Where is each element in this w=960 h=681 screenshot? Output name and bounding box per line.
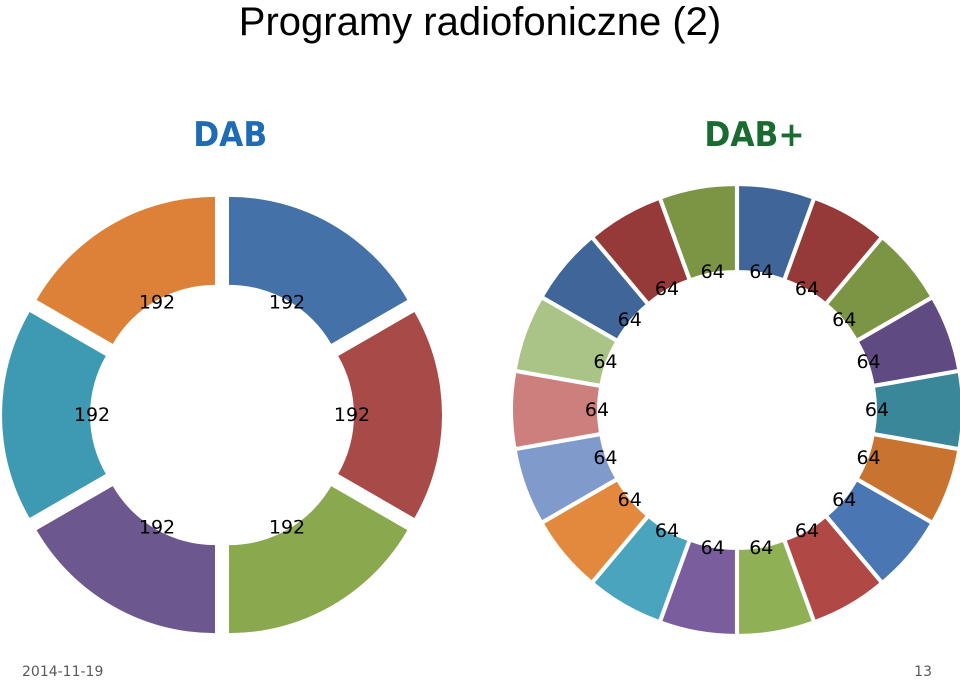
footer-page-number: 13 <box>914 664 932 680</box>
donut-label-1-6: 64 <box>832 489 856 511</box>
donut-slice-1-4 <box>875 373 960 447</box>
footer-date: 2014-11-19 <box>22 664 104 680</box>
donut-slice-1-8 <box>739 542 812 634</box>
donut-slice-1-14 <box>516 299 615 384</box>
chart-title-dabplus: DAB+ <box>704 115 805 155</box>
donut-label-1-8: 64 <box>749 537 773 559</box>
donut-slice-1-5 <box>859 436 958 521</box>
donut-slice-1-16 <box>594 200 688 302</box>
donut-slice-0-3 <box>36 486 215 634</box>
donut-slice-1-1 <box>786 200 880 302</box>
donut-slice-1-17 <box>662 186 735 278</box>
donut-label-0-1: 192 <box>334 404 370 426</box>
donut-label-1-9: 64 <box>701 537 725 559</box>
donut-label-0-4: 192 <box>74 404 110 426</box>
donut-label-1-0: 64 <box>749 261 773 283</box>
donut-label-1-16: 64 <box>655 278 679 300</box>
donut-slice-1-15 <box>544 239 646 339</box>
donut-label-0-0: 192 <box>269 291 305 313</box>
donut-slice-1-0 <box>739 186 812 278</box>
donut-slice-0-5 <box>36 196 215 344</box>
donut-label-0-2: 192 <box>269 517 305 539</box>
donut-label-1-14: 64 <box>593 351 617 373</box>
donut-slice-1-13 <box>513 373 599 447</box>
donut-label-1-5: 64 <box>856 447 880 469</box>
donut-slice-1-12 <box>516 436 615 521</box>
donut-slice-1-6 <box>828 481 930 581</box>
donut-slice-1-11 <box>544 481 646 581</box>
donut-label-1-7: 64 <box>795 520 819 542</box>
donut-slice-1-3 <box>859 299 958 384</box>
donut-label-1-15: 64 <box>618 309 642 331</box>
donut-slice-0-1 <box>338 312 442 518</box>
donut-slice-1-2 <box>828 239 930 339</box>
donut-slice-1-9 <box>662 542 735 634</box>
donut-label-1-10: 64 <box>655 520 679 542</box>
donut-slice-1-10 <box>594 518 688 620</box>
donut-label-1-1: 64 <box>795 278 819 300</box>
donut-label-0-5: 192 <box>139 291 175 313</box>
donut-slice-0-0 <box>229 196 408 344</box>
donut-label-1-13: 64 <box>585 399 609 421</box>
donut-slice-1-7 <box>786 518 880 620</box>
donut-label-1-12: 64 <box>593 447 617 469</box>
donut-label-1-3: 64 <box>856 351 880 373</box>
donut-label-1-17: 64 <box>701 261 725 283</box>
donut-label-1-11: 64 <box>618 489 642 511</box>
slide-title: Programy radiofoniczne (2) <box>238 0 722 44</box>
donut-slice-0-4 <box>1 312 106 518</box>
donut-slice-0-2 <box>229 486 408 634</box>
donut-label-1-4: 64 <box>865 399 889 421</box>
donut-label-1-2: 64 <box>832 309 856 331</box>
chart-title-dab: DAB <box>193 115 268 155</box>
donut-chart-dab: 192 192 192 192 192 192 <box>1 196 442 634</box>
donut-label-0-3: 192 <box>139 517 175 539</box>
